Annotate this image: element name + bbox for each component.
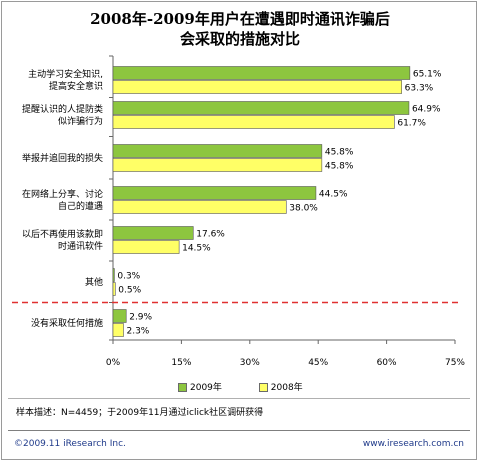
category-label-0-line-1: 提高安全意识 — [49, 80, 103, 92]
chart-title-line-1: 2008年-2009年用户在遭遇即时通讯诈骗后 — [90, 10, 390, 28]
category-label-2-line-0: 举报并追回我的损失 — [22, 152, 103, 164]
value-label-2009年-cat-1: 64.9% — [412, 105, 441, 115]
x-tick-label-45: 45% — [308, 358, 328, 368]
value-label-2008年-cat-2: 45.8% — [325, 162, 354, 172]
bar-2008年-cat-0 — [112, 80, 402, 94]
value-label-2008年-cat-5: 0.5% — [118, 286, 141, 296]
bar-2009年-cat-5 — [112, 268, 115, 282]
category-label-1-line-0: 提醒认识的人提防类 — [22, 103, 103, 115]
category-label-1: 提醒认识的人提防类似诈骗行为 — [22, 103, 103, 127]
bar-2008年-cat-4 — [112, 240, 180, 254]
category-label-3: 在网络上分享、讨论自己的遭遇 — [22, 188, 103, 212]
bar-2009年-cat-1 — [112, 101, 410, 115]
legend-label-2008: 2008年 — [270, 383, 303, 393]
x-tick-label-60: 60% — [377, 358, 397, 368]
website-link[interactable]: www.iresearch.com.cn — [362, 439, 464, 449]
x-tick-label-0: 0% — [106, 358, 121, 368]
value-label-2009年-cat-6: 2.9% — [129, 313, 152, 323]
category-label-0: 主动学习安全知识,提高安全意识 — [28, 68, 103, 92]
x-tick-label-30: 30% — [240, 358, 260, 368]
value-label-2009年-cat-5: 0.3% — [117, 272, 140, 282]
category-label-5-line-0: 其他 — [85, 276, 103, 288]
bar-2009年-cat-4 — [112, 226, 194, 240]
category-label-4: 以后不再使用该款即时通讯软件 — [22, 228, 103, 252]
category-label-1-line-1: 似诈骗行为 — [58, 115, 103, 127]
bar-2008年-cat-1 — [112, 115, 395, 129]
legend-label-2009: 2009年 — [190, 383, 222, 393]
bar-2008年-cat-3 — [112, 200, 287, 214]
value-label-2009年-cat-2: 45.8% — [325, 148, 354, 158]
category-label-3-line-0: 在网络上分享、讨论 — [22, 188, 103, 200]
bar-2008年-cat-5 — [112, 282, 116, 296]
bar-2009年-cat-0 — [112, 66, 411, 80]
value-label-2009年-cat-0: 65.1% — [413, 70, 442, 80]
chart-title: 2008年-2009年用户在遭遇即时通讯诈骗后 会采取的措施对比 — [0, 9, 480, 49]
category-label-4-line-0: 以后不再使用该款即 — [22, 228, 103, 240]
value-label-2008年-cat-4: 14.5% — [182, 244, 211, 254]
copyright: ©2009.11 iResearch Inc. — [14, 439, 126, 449]
legend-swatch-2009 — [178, 383, 187, 392]
bar-2008年-cat-6 — [112, 323, 124, 337]
bar-2009年-cat-6 — [112, 309, 127, 323]
source-note: 样本描述：N=4459；于2009年11月通过iclick社区调研获得 — [16, 408, 264, 418]
value-label-2008年-cat-1: 61.7% — [397, 119, 426, 129]
chart-title-line-2: 会采取的措施对比 — [179, 30, 300, 48]
category-label-3-line-1: 自己的遭遇 — [58, 200, 103, 212]
category-label-0-line-0: 主动学习安全知识, — [28, 68, 103, 80]
x-tick-label-75: 75% — [445, 358, 465, 368]
footer: ©2009.11 iResearch Inc. www.iresearch.co… — [8, 430, 470, 459]
value-label-2009年-cat-4: 17.6% — [196, 230, 225, 240]
value-label-2009年-cat-3: 44.5% — [319, 190, 348, 200]
x-tick-label-15: 15% — [171, 358, 191, 368]
legend: 2009年 2008年 — [178, 380, 337, 393]
legend-item-2009: 2009年 — [178, 380, 222, 393]
category-label-5: 其他 — [85, 276, 103, 288]
value-label-2008年-cat-3: 38.0% — [289, 204, 318, 214]
legend-item-2008: 2008年 — [258, 380, 303, 393]
source-divider — [8, 398, 470, 399]
bar-2009年-cat-3 — [112, 186, 317, 200]
bar-2008年-cat-2 — [112, 158, 323, 172]
value-label-2008年-cat-0: 63.3% — [405, 84, 434, 94]
legend-swatch-2008 — [258, 383, 268, 392]
value-label-2008年-cat-6: 2.3% — [126, 327, 149, 337]
category-label-6-line-0: 没有采取任何措施 — [31, 317, 103, 329]
category-label-2: 举报并追回我的损失 — [22, 152, 103, 164]
bar-2009年-cat-2 — [112, 144, 323, 158]
category-label-6: 没有采取任何措施 — [31, 317, 103, 329]
category-label-4-line-1: 时通讯软件 — [58, 240, 103, 252]
